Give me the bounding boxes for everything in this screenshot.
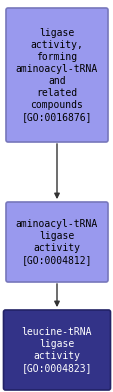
Text: aminoacyl-tRNA
ligase
activity
[GO:0004812]: aminoacyl-tRNA ligase activity [GO:00048… bbox=[16, 219, 97, 265]
FancyBboxPatch shape bbox=[6, 202, 107, 282]
Text: leucine-tRNA
ligase
activity
[GO:0004823]: leucine-tRNA ligase activity [GO:0004823… bbox=[22, 327, 91, 373]
FancyBboxPatch shape bbox=[4, 310, 109, 390]
FancyBboxPatch shape bbox=[6, 8, 107, 142]
Text: ligase
activity,
forming
aminoacyl-tRNA
and
related
compounds
[GO:0016876]: ligase activity, forming aminoacyl-tRNA … bbox=[16, 28, 97, 122]
